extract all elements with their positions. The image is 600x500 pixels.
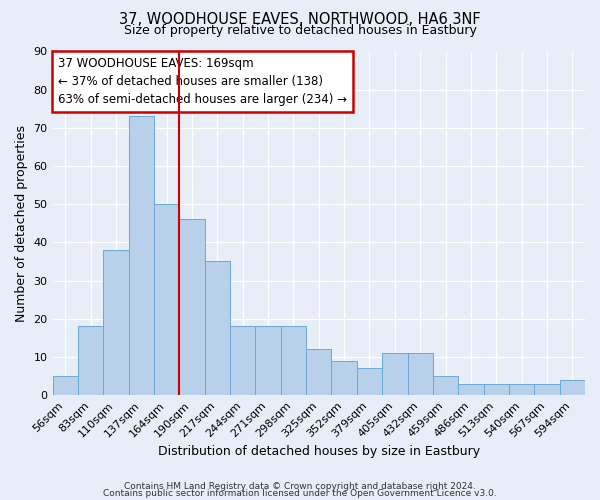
Bar — [281, 326, 306, 395]
Bar — [103, 250, 128, 395]
Bar — [560, 380, 585, 395]
Text: 37 WOODHOUSE EAVES: 169sqm
← 37% of detached houses are smaller (138)
63% of sem: 37 WOODHOUSE EAVES: 169sqm ← 37% of deta… — [58, 56, 347, 106]
Bar — [331, 360, 357, 395]
Bar — [154, 204, 179, 395]
Bar — [382, 353, 407, 395]
Bar — [357, 368, 382, 395]
Text: Size of property relative to detached houses in Eastbury: Size of property relative to detached ho… — [124, 24, 476, 37]
Bar — [306, 350, 331, 395]
Bar — [78, 326, 103, 395]
Bar — [53, 376, 78, 395]
Bar — [179, 220, 205, 395]
Bar — [256, 326, 281, 395]
Bar — [484, 384, 509, 395]
Text: Contains HM Land Registry data © Crown copyright and database right 2024.: Contains HM Land Registry data © Crown c… — [124, 482, 476, 491]
Text: Contains public sector information licensed under the Open Government Licence v3: Contains public sector information licen… — [103, 490, 497, 498]
Bar — [509, 384, 534, 395]
Bar — [205, 262, 230, 395]
Text: 37, WOODHOUSE EAVES, NORTHWOOD, HA6 3NF: 37, WOODHOUSE EAVES, NORTHWOOD, HA6 3NF — [119, 12, 481, 28]
Bar — [433, 376, 458, 395]
Bar — [458, 384, 484, 395]
Bar — [128, 116, 154, 395]
Bar — [230, 326, 256, 395]
Bar — [534, 384, 560, 395]
Y-axis label: Number of detached properties: Number of detached properties — [15, 125, 28, 322]
X-axis label: Distribution of detached houses by size in Eastbury: Distribution of detached houses by size … — [158, 444, 480, 458]
Bar — [407, 353, 433, 395]
